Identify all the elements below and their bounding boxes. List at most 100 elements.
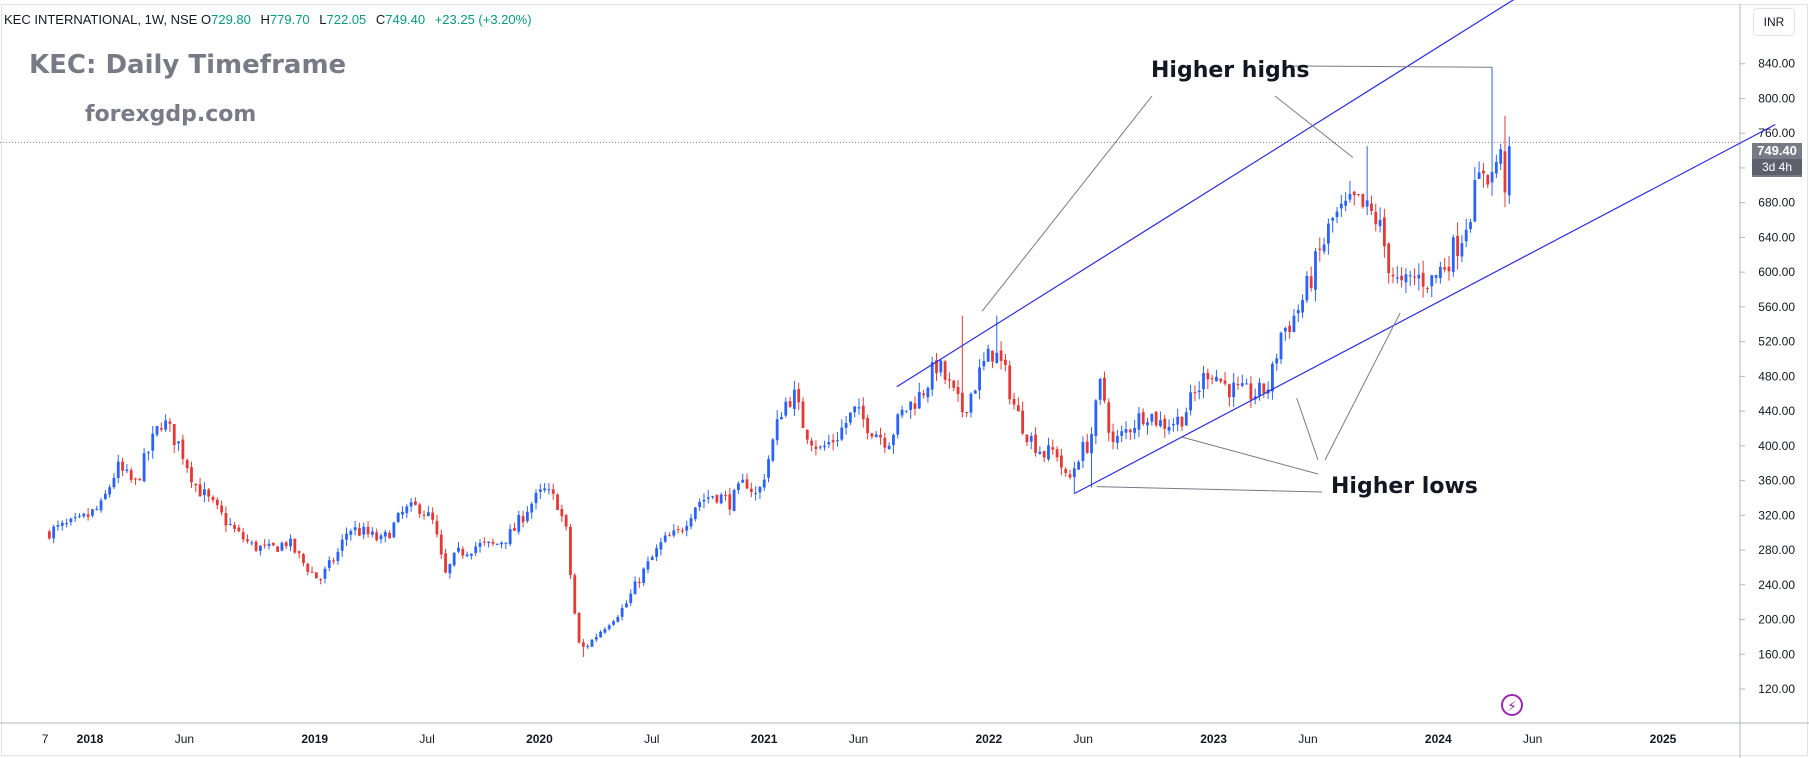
candle-body [607,625,611,629]
candle-body [293,538,297,553]
candle-body [1417,274,1421,279]
candle-body [73,517,77,519]
candle-body [1447,266,1451,272]
candle-body [1438,266,1442,279]
candle-body [103,493,107,500]
candle-body [1370,203,1373,212]
current-price-value: 749.40 [1757,143,1797,158]
candle-body [422,514,426,516]
candle-body [336,551,340,561]
candle-body [1016,405,1020,412]
price-tick-label: 480.00 [1758,369,1795,383]
higher-highs-label: Higher highs [1151,58,1310,83]
currency-button[interactable]: INR [1753,8,1795,36]
candle-body [629,593,633,603]
candle-body [1357,194,1360,196]
candle-body [724,495,727,497]
close-value: 749.40 [385,12,426,27]
lightning-icon[interactable]: ⚡ [1501,694,1523,716]
candle-body [810,440,814,446]
symbol-name[interactable]: KEC INTERNATIONAL, 1W, NSE [4,12,198,27]
candle-body [1309,276,1313,288]
candle-body [668,535,671,537]
candle-body [1193,392,1197,394]
candle-body [732,489,736,511]
candle-body [366,526,370,535]
candle-body [676,529,680,531]
candle-body [233,525,236,529]
change-value: +23.25 (+3.20%) [434,12,532,27]
candle-body [1443,267,1447,270]
current-price-badge: 749.40 3d 4h [1752,143,1802,177]
candle-body [637,581,641,584]
candle-body [1262,383,1266,393]
candle-body [1055,449,1059,458]
candle-body [1288,325,1292,332]
candle-body [590,639,594,647]
candle-body [362,526,366,535]
candle-body [353,527,357,531]
candle-body [513,527,516,531]
candle-body [1400,275,1404,281]
candle-body [1042,451,1046,458]
candle-body [1034,434,1037,453]
bar-countdown: 3d 4h [1752,159,1802,175]
candle-body [310,571,314,573]
open-value: 729.80 [211,12,251,27]
candle-body [737,483,740,491]
candle-body [358,528,361,536]
price-tick-label: 680.00 [1758,196,1795,210]
time-tick-label: 2023 [1200,732,1227,746]
price-tick-label: 320.00 [1758,508,1795,522]
candle-body [1318,248,1322,250]
annotation-pointer [1291,65,1493,68]
candle-body [818,446,822,448]
candle-body [215,499,219,506]
candle-body [1322,244,1326,252]
candle-body [896,414,900,435]
candle-body [762,479,766,488]
candle-body [1197,390,1201,393]
candle-body [538,489,542,492]
candle-body [1464,229,1468,242]
candle-body [164,420,168,430]
candle-body [1021,410,1025,434]
candle-body [844,423,848,428]
price-tick-label: 840.00 [1758,57,1795,71]
candle-body [1460,243,1464,257]
chart-border [1,4,1808,756]
price-tick-label: 240.00 [1758,578,1795,592]
candle-body [392,522,396,538]
candle-body [1029,435,1033,442]
time-tick-label: 7 [42,732,49,746]
open-label: O [200,12,212,27]
candle-body [401,511,404,515]
candle-body [1184,412,1188,426]
candle-body [500,542,503,545]
candle-body [534,492,538,504]
candle-body [1094,400,1098,436]
candle-body [138,478,142,481]
candle-body [1469,222,1472,230]
annotation-pointer [1274,95,1354,158]
candle-body [202,489,206,496]
chart-title: KEC: Daily Timeframe [29,50,347,80]
candle-body [1107,402,1111,433]
candle-body [642,568,646,583]
candle-body [1163,418,1167,429]
candle-body [960,392,964,413]
candle-body [1335,211,1339,218]
candle-body [913,403,917,409]
candle-body [586,646,590,648]
candle-body [129,470,133,480]
candle-body [1146,422,1149,426]
candle-body [543,488,547,491]
candle-body [457,547,460,552]
candle-body [340,539,344,551]
candle-body [728,494,732,510]
candle-body [904,410,908,412]
candle-body [478,543,482,547]
candle-body [194,483,198,486]
candle-body [65,523,68,525]
